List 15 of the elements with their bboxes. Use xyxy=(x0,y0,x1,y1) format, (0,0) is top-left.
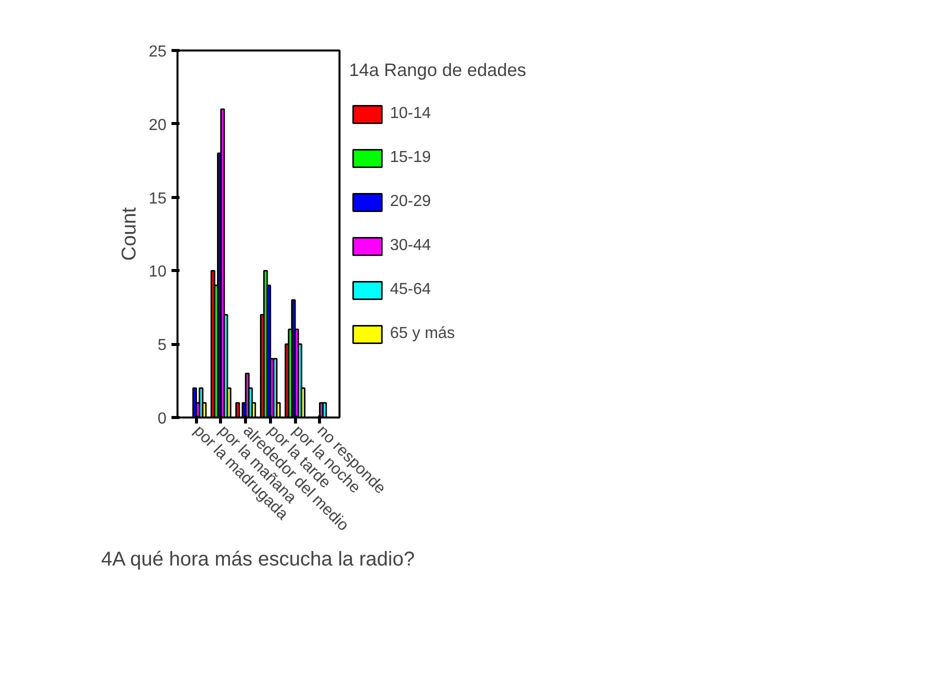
legend-label: 65 y más xyxy=(390,325,455,343)
y-tick-label: 10 xyxy=(148,264,167,281)
y-tick-label: 20 xyxy=(148,116,167,134)
x-axis-title: 4A qué hora más escucha la radio? xyxy=(101,548,415,571)
legend-title: 14a Rango de edades xyxy=(349,60,526,81)
y-axis-title: Count xyxy=(118,206,141,261)
legend-label: 10-14 xyxy=(390,105,431,123)
legend-label: 20-29 xyxy=(390,193,431,211)
y-tick-label: 5 xyxy=(158,337,167,354)
y-tick-label: 15 xyxy=(148,190,167,208)
legend-label: 30-44 xyxy=(390,237,431,255)
y-tick-label: 0 xyxy=(158,410,167,428)
legend-label: 15-19 xyxy=(390,149,431,167)
y-tick-label: 25 xyxy=(148,44,167,60)
legend-label: 45-64 xyxy=(390,281,431,299)
